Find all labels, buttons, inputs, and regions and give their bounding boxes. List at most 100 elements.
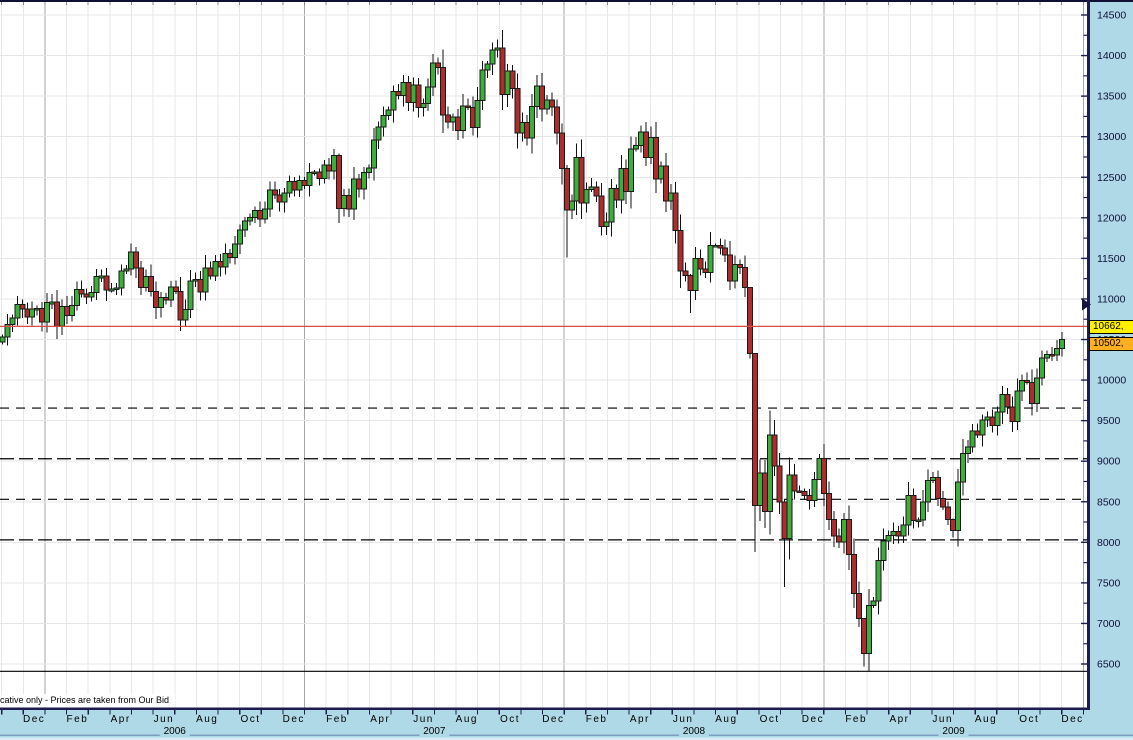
month-label: Dec <box>542 714 564 725</box>
candle <box>544 99 550 110</box>
candle <box>390 91 397 111</box>
candle <box>603 221 610 227</box>
candle <box>197 278 204 293</box>
candle <box>499 47 506 95</box>
candle <box>984 416 991 421</box>
candle <box>385 109 392 116</box>
candle <box>9 317 16 325</box>
candle <box>989 416 996 426</box>
candle <box>474 100 481 129</box>
month-label: Oct <box>500 714 520 725</box>
candle <box>667 192 674 202</box>
month-label: Apr <box>370 714 390 725</box>
candle <box>350 178 357 210</box>
candle <box>964 446 971 455</box>
gridlines <box>0 2 1086 709</box>
candle <box>123 268 130 272</box>
current-price-tag: 10502, <box>1089 337 1133 351</box>
candle <box>83 293 90 298</box>
candle <box>841 519 847 543</box>
month-label: Aug <box>196 714 218 725</box>
candle <box>232 243 239 259</box>
month-label: Feb <box>586 714 608 725</box>
current-price-arrow-icon <box>1082 298 1091 311</box>
candle <box>1024 379 1031 383</box>
price-axis[interactable] <box>1090 0 1133 710</box>
candle <box>707 244 714 273</box>
candle <box>831 519 838 537</box>
candle <box>751 353 758 507</box>
candle <box>771 434 778 467</box>
candle <box>128 251 135 270</box>
candle <box>677 230 684 272</box>
candle <box>628 148 635 192</box>
candle <box>1058 338 1065 350</box>
candle <box>242 220 249 231</box>
candle <box>420 103 427 108</box>
candle <box>915 519 922 522</box>
candle <box>63 305 70 317</box>
candle <box>647 137 654 158</box>
candle <box>588 186 595 191</box>
candle <box>657 165 664 180</box>
candle <box>1004 394 1011 408</box>
candle <box>375 126 382 141</box>
candle <box>311 171 318 175</box>
candle <box>524 121 531 139</box>
candle <box>425 86 432 105</box>
candle <box>687 274 694 292</box>
price-tick-label: 14500 <box>1097 10 1126 22</box>
candle <box>811 478 818 502</box>
candle <box>326 164 333 172</box>
candle <box>207 267 214 277</box>
candle <box>504 70 511 95</box>
candle <box>49 301 55 305</box>
month-label: Jun <box>413 714 434 725</box>
candle <box>860 617 867 655</box>
candle <box>14 303 21 319</box>
candle <box>905 495 912 526</box>
candle <box>53 301 60 327</box>
candle <box>816 457 823 480</box>
time-axis-labels: Oct Dec Feb Apr Jun Aug Oct Dec Feb Apr Jun Aug Oct D… <box>0 710 1133 740</box>
candle <box>954 481 961 531</box>
price-tick-label: 9500 <box>1097 415 1121 427</box>
candle <box>143 275 150 288</box>
candle <box>316 171 323 179</box>
candle <box>222 253 229 268</box>
candle <box>944 506 951 521</box>
candle <box>78 289 85 295</box>
price-tick-label: 12500 <box>1097 172 1126 184</box>
candle <box>529 106 536 139</box>
candle <box>598 195 605 227</box>
candle <box>925 479 932 503</box>
candle <box>756 472 763 507</box>
candle <box>296 179 303 191</box>
candle <box>672 192 679 232</box>
candle <box>875 559 882 602</box>
candle <box>182 309 189 321</box>
candle <box>1009 406 1016 423</box>
month-label: Dec <box>1061 714 1083 725</box>
candle <box>509 70 516 89</box>
candle <box>454 116 461 131</box>
candle <box>0 336 6 343</box>
candle <box>652 137 659 180</box>
candle <box>415 84 422 108</box>
candle <box>138 267 145 288</box>
candle <box>192 278 199 282</box>
candle <box>355 178 362 190</box>
candle <box>479 69 486 102</box>
month-label: Oct <box>760 714 780 725</box>
disclaimer-text: cative only - Prices are taken from Our … <box>0 694 176 707</box>
month-label: Jun <box>154 714 175 725</box>
candle <box>1019 379 1026 392</box>
candle <box>152 291 159 309</box>
month-label: Feb <box>326 714 348 725</box>
candle <box>212 260 219 277</box>
candle <box>435 62 442 69</box>
candle <box>855 593 862 619</box>
candle <box>949 519 956 531</box>
candle <box>568 200 575 211</box>
